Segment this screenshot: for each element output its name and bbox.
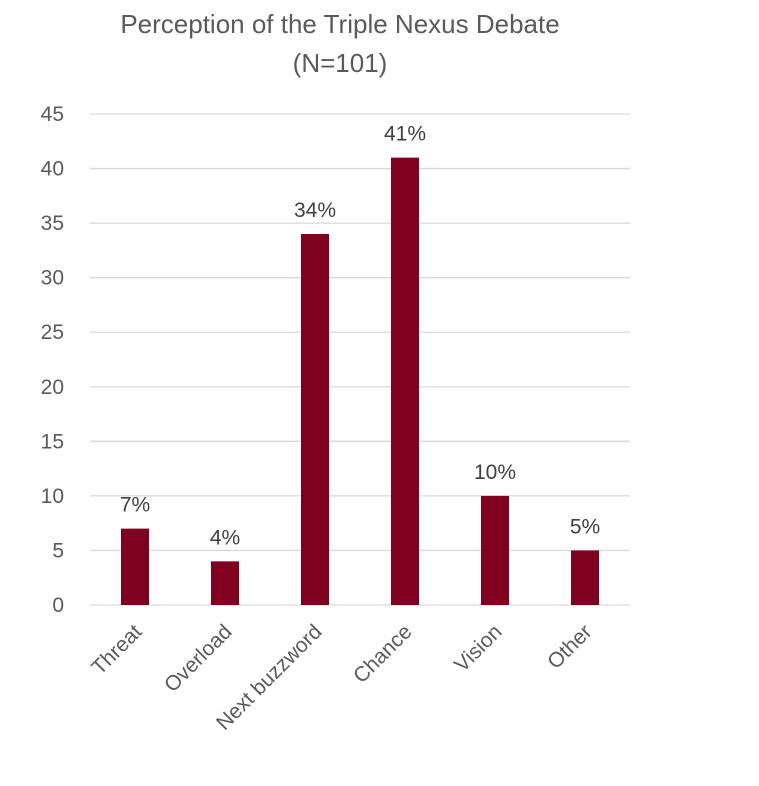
x-category-label: Threat [87, 620, 146, 679]
y-tick-label: 25 [41, 321, 64, 344]
x-category-label: Other [543, 620, 596, 673]
data-labels: 7% 4% 34% 41% 10% 5% [120, 123, 600, 550]
bar-next-buzzword [301, 234, 329, 605]
bar-threat [121, 528, 149, 605]
y-axis-tick-labels: 0 5 10 15 20 25 30 35 40 45 [41, 103, 64, 617]
y-tick-label: 30 [41, 267, 64, 290]
chart-title: Perception of the Triple Nexus Debate [120, 9, 559, 39]
bars [121, 157, 599, 605]
bar-overload [211, 561, 239, 605]
bar-vision [481, 495, 509, 605]
x-category-label: Vision [450, 620, 506, 676]
y-tick-label: 45 [41, 103, 64, 126]
data-label: 34% [294, 199, 336, 222]
bar-chance [391, 157, 419, 605]
data-label: 10% [474, 461, 516, 484]
data-label: 4% [210, 526, 240, 549]
y-tick-label: 20 [41, 376, 64, 399]
y-tick-label: 35 [41, 212, 64, 235]
data-label: 7% [120, 494, 150, 517]
x-category-label: Overload [160, 620, 237, 697]
chart-subtitle: (N=101) [293, 48, 388, 78]
data-label: 5% [570, 515, 600, 538]
y-tick-label: 5 [52, 539, 64, 562]
y-tick-label: 10 [41, 485, 64, 508]
gridlines [90, 113, 630, 606]
bar-other [571, 550, 599, 605]
x-category-label: Chance [349, 620, 416, 687]
y-tick-label: 15 [41, 430, 64, 453]
y-tick-label: 0 [52, 594, 64, 617]
y-tick-label: 40 [41, 158, 64, 181]
data-label: 41% [384, 123, 426, 146]
